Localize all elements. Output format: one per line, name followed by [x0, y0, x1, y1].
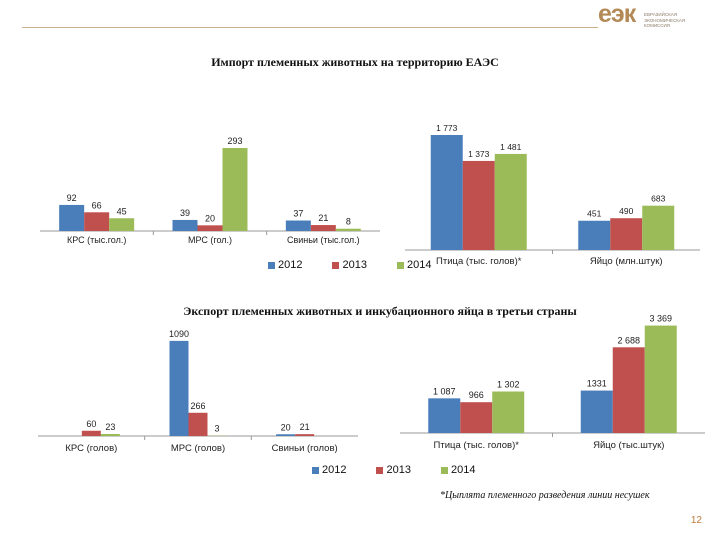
data-label-2014-1: 3 [214, 424, 219, 434]
bar-2012-0 [428, 398, 461, 433]
category-label-1: Яйцо (тыс.штук) [593, 440, 664, 451]
legend-label-2013: 2013 [342, 259, 367, 271]
bar-2012-0 [430, 134, 463, 250]
bar-2014-0 [109, 218, 135, 231]
legend-item-2013: 2013 [376, 464, 411, 476]
data-label-2013-1: 20 [205, 213, 215, 223]
data-label-2013-1: 2 688 [617, 335, 640, 345]
export-legend: 2012 2013 2014 [312, 464, 475, 476]
category-label-0: Птица (тыс. голов)* [436, 256, 522, 267]
category-label-1: МРС (гол.) [188, 235, 232, 245]
data-label-2012-2: 20 [281, 422, 291, 432]
data-label-2013-1: 266 [190, 401, 205, 411]
import-title: Импорт племенных животных на территорию … [211, 55, 499, 69]
data-label-2012-1: 451 [587, 209, 601, 219]
page-number: 12 [690, 515, 702, 526]
bar-2013-1 [197, 225, 223, 231]
logo-text: еэк [598, 0, 636, 28]
data-label-2014-1: 3 369 [649, 314, 672, 324]
bar-2013-1 [610, 218, 643, 250]
bar-2014-2 [335, 228, 361, 231]
data-label-2012-0: 92 [67, 193, 77, 203]
legend-item-2014: 2014 [396, 259, 432, 271]
legend-swatch-2014 [396, 261, 404, 269]
legend-swatch-2013 [332, 261, 340, 269]
category-label-1: Яйцо (млн.штук) [590, 256, 663, 267]
bar-2012-2 [276, 434, 296, 436]
footnote: *Цыплята племенного разведения линии нес… [440, 490, 650, 501]
category-label-0: КРС (тыс.гол.) [67, 235, 126, 245]
data-label-2014-2: 8 [346, 217, 351, 227]
logo-subtitle: ЕВРАЗИЙСКАЯ ЭКОНОМИЧЕСКАЯ КОМИССИЯ [644, 12, 686, 28]
bar-2012-1 [578, 220, 611, 250]
legend-label-2012: 2012 [322, 464, 347, 476]
import-poultry-chart: 1 773 1 373 1 481 Птица (тыс. голов)* 451 490… [405, 123, 700, 267]
data-label-2014-1: 683 [651, 194, 665, 204]
data-label-2014-0: 1 302 [497, 379, 520, 389]
bar-2013-2 [310, 225, 336, 231]
export-title: Экспорт племенных животных и инкубационн… [183, 304, 577, 318]
bar-2013-0 [460, 402, 493, 433]
legend-label-2014: 2014 [406, 259, 432, 271]
legend-label-2014: 2014 [450, 464, 476, 476]
bar-2012-1 [169, 340, 189, 436]
import-livestock-chart: 92 66 45 КРС (тыс.гол.) 39 20 293 МРС (гол.) 37 2… [40, 136, 380, 245]
bar-2012-1 [172, 219, 198, 231]
eek-logo: еэк ЕВРАЗИЙСКАЯ ЭКОНОМИЧЕСКАЯ КОМИССИЯ [598, 0, 686, 36]
legend-swatch-2012 [312, 466, 319, 474]
data-label-2014-0: 45 [117, 206, 127, 216]
bar-2013-0 [462, 160, 495, 250]
bar-2012-1 [580, 390, 613, 433]
data-label-2012-0: 1 087 [433, 386, 456, 396]
legend-swatch-2012 [268, 261, 275, 269]
import-legend: 2012 2013 2014 [268, 259, 431, 271]
data-label-2012-2: 37 [293, 209, 303, 219]
bar-2014-1 [222, 147, 248, 231]
category-label-1: МРС (голов) [171, 443, 225, 454]
bar-2013-2 [295, 434, 315, 436]
data-label-2013-0: 966 [469, 390, 484, 400]
legend-label-2013: 2013 [386, 464, 411, 476]
bar-2013-1 [612, 347, 645, 433]
data-label-2014-0: 23 [105, 422, 115, 432]
bar-2012-2 [285, 220, 311, 231]
category-label-0: КРС (голов) [65, 443, 117, 454]
legend-item-2012: 2012 [268, 259, 302, 271]
bar-2013-0 [84, 212, 110, 231]
legend-label-2012: 2012 [278, 259, 303, 271]
data-label-2012-0: 1 773 [436, 123, 458, 133]
legend-item-2012: 2012 [312, 464, 346, 476]
bar-2014-1 [642, 205, 675, 250]
category-label-2: Свиньи (тыс.гол.) [287, 235, 360, 245]
export-livestock-chart: 60 23 КРС (голов) 1090 266 3 МРС (голов) 20 21 Св… [38, 329, 358, 454]
category-label-0: Птица (тыс. голов)* [434, 440, 520, 451]
data-label-2013-0: 66 [92, 200, 102, 210]
bar-2013-1 [188, 412, 208, 436]
bar-2012-0 [59, 204, 85, 231]
export-poultry-chart: 1 087 966 1 302 Птица (тыс. голов)* 1331 2 68… [400, 314, 705, 451]
bar-2014-1 [644, 325, 677, 433]
legend-swatch-2014 [440, 466, 448, 474]
legend-item-2014: 2014 [440, 464, 476, 476]
data-label-2013-2: 21 [318, 213, 328, 223]
data-label-2014-0: 1 481 [500, 142, 522, 152]
data-label-2013-2: 21 [300, 422, 310, 432]
data-label-2012-1: 39 [180, 208, 190, 218]
legend-swatch-2013 [376, 466, 384, 474]
bar-2014-0 [494, 153, 527, 250]
data-label-2014-1: 293 [227, 136, 242, 146]
data-label-2013-0: 1 373 [468, 149, 490, 159]
legend-item-2013: 2013 [332, 259, 367, 271]
data-label-2013-1: 490 [619, 206, 633, 216]
header-rule [22, 27, 598, 28]
data-label-2012-1: 1331 [587, 379, 607, 389]
data-label-2013-0: 60 [86, 419, 96, 429]
category-label-2: Свиньи (голов) [272, 443, 338, 454]
bar-2014-0 [100, 433, 120, 436]
bar-2013-0 [81, 430, 101, 436]
bar-2014-0 [492, 391, 525, 433]
data-label-2012-1: 1090 [169, 329, 189, 339]
